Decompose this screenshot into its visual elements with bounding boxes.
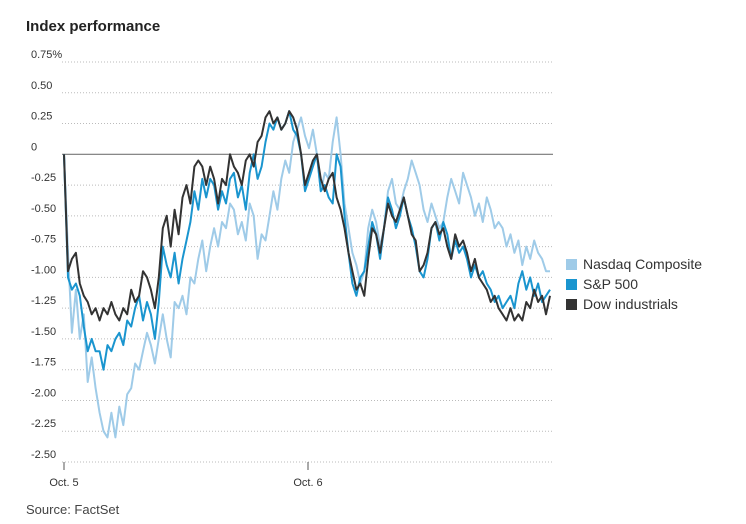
chart-title: Index performance [26, 18, 161, 35]
y-axis-ticks: 0.75% 0.50 0.25 0 -0.25 -0.50 -0.75 -1.00 -1.25 -… [31, 49, 62, 461]
legend-item-nasdaq: Nasdaq Composite [566, 254, 702, 274]
series-line-nasdaq-composite [63, 116, 550, 439]
legend-swatch-nasdaq [566, 258, 577, 270]
y-tick-label: -0.75 [31, 234, 56, 246]
chart-legend: Nasdaq Composite S&P 500 Dow industrials [566, 254, 702, 314]
legend-item-dow: Dow industrials [566, 294, 702, 314]
y-tick-label: -2.00 [31, 387, 56, 399]
chart-series-lines [63, 110, 551, 439]
legend-swatch-sp500 [566, 278, 577, 290]
legend-label-nasdaq: Nasdaq Composite [583, 256, 703, 272]
legend-label-dow: Dow industrials [583, 296, 678, 312]
series-line-dow-industrials [63, 110, 551, 322]
chart-source: Source: FactSet [26, 502, 120, 517]
legend-item-sp500: S&P 500 [566, 274, 702, 294]
legend-label-sp500: S&P 500 [583, 276, 639, 292]
y-tick-label: -0.25 [31, 172, 56, 184]
y-tick-label: -1.00 [31, 264, 56, 276]
x-tick-label: Oct. 6 [293, 477, 322, 489]
y-tick-label: 0.75% [31, 49, 62, 61]
series-line-s-p-500 [63, 110, 551, 371]
chart-grid [62, 61, 553, 463]
y-tick-label: -2.50 [31, 449, 56, 461]
x-tick-label: Oct. 5 [49, 477, 78, 489]
y-tick-label: 0 [31, 141, 37, 153]
y-tick-label: -2.25 [31, 418, 56, 430]
legend-swatch-dow [566, 298, 577, 310]
x-axis-ticks: Oct. 5 Oct. 6 [49, 462, 323, 489]
y-tick-label: -1.75 [31, 357, 56, 369]
y-tick-label: -0.50 [31, 203, 56, 215]
y-tick-label: -1.25 [31, 295, 56, 307]
y-tick-label: -1.50 [31, 326, 56, 338]
y-tick-label: 0.50 [31, 80, 52, 92]
y-tick-label: 0.25 [31, 111, 52, 123]
